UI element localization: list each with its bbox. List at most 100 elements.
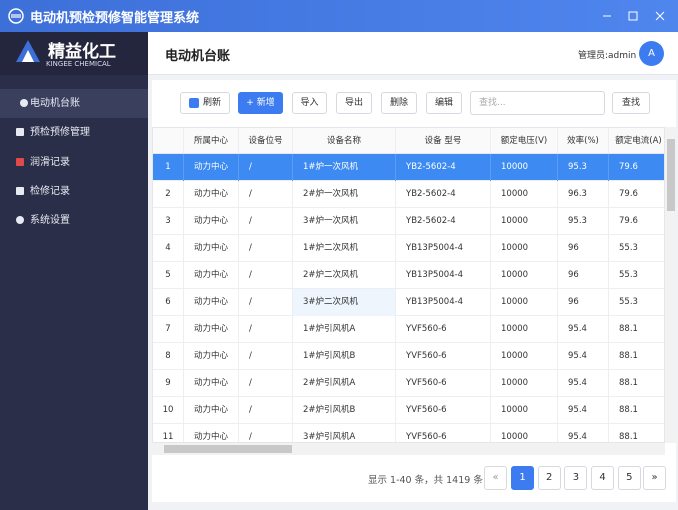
table-cell[interactable]: 6 (153, 289, 184, 316)
table-cell[interactable]: 动力中心 (184, 397, 239, 424)
table-cell[interactable]: / (239, 343, 293, 370)
page-prev[interactable]: « (484, 466, 507, 490)
table-cell[interactable]: 10000 (491, 235, 558, 262)
avatar[interactable]: A (639, 41, 664, 66)
table-cell[interactable]: 2#炉引风机A (293, 370, 396, 397)
table-cell[interactable]: 11 (153, 424, 184, 442)
table-cell[interactable]: YB2-5602-4 (396, 181, 491, 208)
table-cell[interactable]: 动力中心 (184, 181, 239, 208)
table-cell[interactable]: 2 (153, 181, 184, 208)
column-header[interactable]: 设备位号 (239, 128, 293, 154)
table-row[interactable]: 2 动力中心/2#炉一次风机 YB2-5602-4 10000 96.3 79.6 (153, 181, 664, 208)
table-cell[interactable]: 10000 (491, 154, 558, 181)
table-cell[interactable]: 10000 (491, 262, 558, 289)
table-cell[interactable]: 79.6 (609, 208, 664, 235)
table-cell[interactable]: YB13P5004-4 (396, 235, 491, 262)
toolbar-button[interactable]: 刷新 (180, 92, 230, 114)
table-cell[interactable]: 10000 (491, 370, 558, 397)
table-row[interactable]: 8 动力中心/1#炉引风机B YVF560-6 10000 95.4 88.1 (153, 343, 664, 370)
table-cell[interactable]: 55.3 (609, 235, 664, 262)
table-row[interactable]: 9 动力中心/2#炉引风机A YVF560-6 10000 95.4 88.1 (153, 370, 664, 397)
table-cell[interactable]: YVF560-6 (396, 343, 491, 370)
table-cell[interactable]: 动力中心 (184, 262, 239, 289)
table-cell[interactable]: 8 (153, 343, 184, 370)
toolbar-button[interactable]: 删除 (381, 92, 417, 114)
page-button[interactable]: 1 (511, 466, 534, 490)
table-cell[interactable]: 79.6 (609, 154, 664, 181)
table-cell[interactable]: 95.3 (558, 208, 609, 235)
table-cell[interactable]: YB2-5602-4 (396, 154, 491, 181)
table-cell[interactable]: 95.3 (558, 154, 609, 181)
table-cell[interactable]: 95.4 (558, 424, 609, 442)
table-cell[interactable]: 3#炉一次风机 (293, 208, 396, 235)
table-row[interactable]: 4 动力中心/1#炉二次风机 YB13P5004-4 10000 96 55.3 (153, 235, 664, 262)
table-cell[interactable]: 2#炉引风机B (293, 397, 396, 424)
table-cell[interactable]: 10000 (491, 208, 558, 235)
window-controls[interactable] (596, 8, 672, 24)
table-cell[interactable]: 79.6 (609, 181, 664, 208)
table-cell[interactable]: 96 (558, 289, 609, 316)
table-row[interactable]: 7 动力中心/1#炉引风机A YVF560-6 10000 95.4 88.1 (153, 316, 664, 343)
table-cell[interactable]: 55.3 (609, 289, 664, 316)
table-cell[interactable]: 88.1 (609, 397, 664, 424)
page-button[interactable]: 3 (564, 466, 588, 490)
table-cell[interactable]: 1#炉引风机B (293, 343, 396, 370)
column-header[interactable]: 额定电压(V) (491, 128, 558, 154)
table-cell[interactable]: YB13P5004-4 (396, 262, 491, 289)
menu-item[interactable]: 润滑记录 (0, 148, 148, 177)
table-cell[interactable]: 95.4 (558, 343, 609, 370)
table-cell[interactable]: YB2-5602-4 (396, 208, 491, 235)
table-cell[interactable]: YVF560-6 (396, 397, 491, 424)
table-row[interactable]: 10 动力中心/2#炉引风机B YVF560-6 10000 95.4 88.1 (153, 397, 664, 424)
table-cell[interactable]: / (239, 289, 293, 316)
toolbar-button[interactable]: 导入 (292, 92, 327, 114)
table-cell[interactable]: 10 (153, 397, 184, 424)
page-button[interactable]: 5 (617, 466, 641, 490)
table-row[interactable]: 3 动力中心/3#炉一次风机 YB2-5602-4 10000 95.3 79.6 (153, 208, 664, 235)
table-cell[interactable]: 95.4 (558, 316, 609, 343)
page-button[interactable]: 4 (591, 466, 615, 490)
table-row[interactable]: 6 动力中心/3#炉二次风机 YB13P5004-4 10000 96 55.3 (153, 289, 664, 316)
table-cell[interactable]: 88.1 (609, 370, 664, 397)
h-scrollbar[interactable] (152, 443, 665, 455)
table-cell[interactable]: / (239, 235, 293, 262)
table-cell[interactable]: 96.3 (558, 181, 609, 208)
table-cell[interactable]: 9 (153, 370, 184, 397)
table-cell[interactable]: 10000 (491, 397, 558, 424)
menu-item[interactable]: 系统设置 (0, 206, 148, 235)
menu-item[interactable]: 预检预修管理 (0, 118, 148, 147)
page-next[interactable]: » (643, 466, 666, 490)
table-cell[interactable]: / (239, 208, 293, 235)
table-cell[interactable]: YVF560-6 (396, 370, 491, 397)
table-cell[interactable]: 96 (558, 262, 609, 289)
table-cell[interactable]: 1#炉二次风机 (293, 235, 396, 262)
table-cell[interactable]: 4 (153, 235, 184, 262)
table-cell[interactable]: 3 (153, 208, 184, 235)
table-cell[interactable]: 95.4 (558, 397, 609, 424)
search-button[interactable]: 查找 (612, 92, 650, 114)
table-cell[interactable]: 7 (153, 316, 184, 343)
column-header[interactable]: 效率(%) (558, 128, 609, 154)
table-cell[interactable]: / (239, 424, 293, 442)
toolbar-button[interactable]: 导出 (336, 92, 372, 114)
table-cell[interactable]: 5 (153, 262, 184, 289)
table-cell[interactable]: 1#炉一次风机 (293, 154, 396, 181)
table-cell[interactable]: YVF560-6 (396, 316, 491, 343)
table-row[interactable]: 11 动力中心/3#炉引风机A YVF560-6 10000 95.4 88.1 (153, 424, 664, 442)
table-cell[interactable]: / (239, 370, 293, 397)
column-header[interactable]: 所属中心 (184, 128, 239, 154)
table-cell[interactable]: 10000 (491, 343, 558, 370)
table-cell[interactable]: / (239, 262, 293, 289)
table-cell[interactable]: 2#炉二次风机 (293, 262, 396, 289)
table-cell[interactable]: 3#炉引风机A (293, 424, 396, 442)
table-cell[interactable]: / (239, 154, 293, 181)
table-cell[interactable]: 88.1 (609, 316, 664, 343)
table-row[interactable]: 1 动力中心/1#炉一次风机 YB2-5602-4 10000 95.3 79.6 (153, 154, 664, 181)
table-cell[interactable]: 2#炉一次风机 (293, 181, 396, 208)
table-cell[interactable]: 88.1 (609, 424, 664, 442)
table-cell[interactable]: / (239, 397, 293, 424)
table-cell[interactable]: YVF560-6 (396, 424, 491, 442)
table-cell[interactable]: 1#炉引风机A (293, 316, 396, 343)
table-cell[interactable]: 动力中心 (184, 235, 239, 262)
table-cell[interactable]: 3#炉二次风机 (293, 289, 396, 316)
